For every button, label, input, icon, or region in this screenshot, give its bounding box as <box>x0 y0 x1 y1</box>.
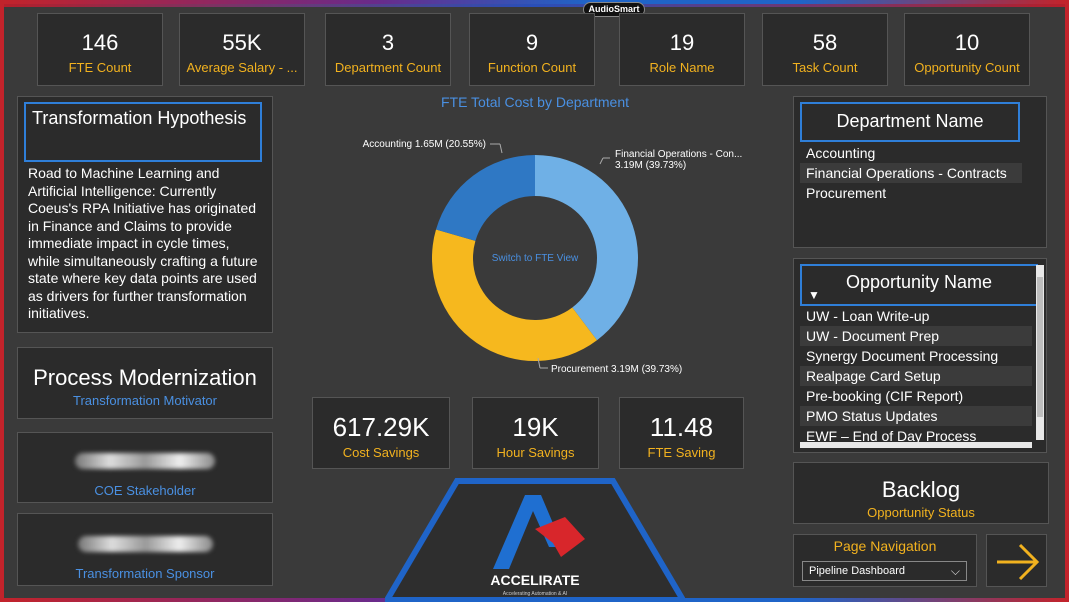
opportunity-slicer-title-text: Opportunity Name <box>845 272 993 292</box>
logo-text: ACCELIRATE <box>490 572 579 588</box>
kpi-label: Department Count <box>334 60 442 75</box>
donut-slice-accounting[interactable] <box>436 155 535 241</box>
department-slicer-title: Department Name <box>800 102 1020 142</box>
backlog-title: Backlog <box>881 477 961 502</box>
sponsor-label: Transformation Sponsor <box>75 566 215 581</box>
sponsor-name-redacted <box>77 536 213 552</box>
modernization-card: Process Modernization Transformation Mot… <box>17 347 273 419</box>
stat-label: Hour Savings <box>496 445 575 460</box>
stakeholder-label: COE Stakeholder <box>94 483 196 498</box>
stat-label: FTE Saving <box>647 445 716 460</box>
stakeholder-card: COE Stakeholder <box>17 432 273 503</box>
arrow-right-icon <box>997 543 1040 581</box>
sponsor-card: Transformation Sponsor <box>17 513 273 586</box>
department-slicer: Department Name Accounting Financial Ope… <box>793 96 1047 248</box>
stat-value: 11.48 <box>649 412 714 442</box>
stat-label: Cost Savings <box>342 445 420 460</box>
kpi-role-name[interactable]: 19 Role Name <box>619 13 745 86</box>
logo-trapezoid-frame <box>385 478 685 602</box>
kpi-department-count[interactable]: 3 Department Count <box>325 13 451 86</box>
opportunity-item[interactable]: PMO Status Updates <box>800 406 1032 426</box>
chart-title: FTE Total Cost by Department <box>440 94 630 110</box>
hypothesis-title: Transformation Hypothesis <box>24 102 262 162</box>
kpi-label: Function Count <box>487 60 577 75</box>
stat-value: 617.29K <box>332 412 430 442</box>
opportunity-item[interactable]: Pre-booking (CIF Report) <box>806 388 964 404</box>
slice-label-procurement: Procurement 3.19M (39.73%) <box>551 364 682 375</box>
hypothesis-card: Transformation Hypothesis Road to Machin… <box>17 96 273 333</box>
kpi-value: 3 <box>381 30 395 55</box>
kpi-value: 9 <box>525 30 539 55</box>
page-navigation-select[interactable]: Pipeline Dashboard ⌵ <box>802 561 967 581</box>
opportunity-slicer-title: Opportunity Name ▼ <box>800 264 1038 306</box>
backlog-subtitle: Opportunity Status <box>867 505 975 520</box>
opportunity-item[interactable]: EWF – End of Day Process <box>806 428 977 444</box>
department-item-procurement[interactable]: Procurement <box>806 185 887 201</box>
backlog-card[interactable]: Backlog Opportunity Status <box>793 462 1049 524</box>
stakeholder-name-redacted <box>75 453 215 469</box>
opportunity-item[interactable]: Synergy Document Processing <box>806 348 999 364</box>
cost-savings-card[interactable]: 617.29K Cost Savings <box>312 397 450 469</box>
kpi-label: Opportunity Count <box>914 60 1020 75</box>
leader-line-accounting-drop <box>499 143 503 154</box>
logo-panel: ACCELIRATE Accelerating Automation & AI <box>385 478 685 602</box>
kpi-value: 19 <box>669 30 695 55</box>
kpi-label: FTE Count <box>68 60 132 75</box>
caret-down-icon[interactable]: ▼ <box>808 288 820 302</box>
kpi-fte-count[interactable]: 146 FTE Count <box>37 13 163 86</box>
slice-label-accounting: Accounting 1.65M (20.55%) <box>363 139 486 150</box>
kpi-function-count[interactable]: 9 Function Count <box>469 13 595 86</box>
opportunity-item[interactable]: UW - Loan Write-up <box>806 308 930 324</box>
slice-label-financial-operations: Financial Operations - Con... <box>615 149 742 160</box>
kpi-label: Task Count <box>792 60 858 75</box>
donut-slice-procurement[interactable] <box>432 229 597 361</box>
kpi-value: 146 <box>81 30 119 55</box>
donut-slice-financial-operations-con[interactable] <box>535 155 638 341</box>
kpi-value: 58 <box>812 30 838 55</box>
chevron-down-icon: ⌵ <box>950 564 960 578</box>
department-item-accounting[interactable]: Accounting <box>806 145 876 161</box>
kpi-value: 55K <box>222 30 262 55</box>
opportunity-vertical-scrollbar[interactable] <box>1036 265 1044 440</box>
department-item-financial-operations[interactable]: Financial Operations - Contracts <box>800 163 1022 183</box>
page-navigation-selected: Pipeline Dashboard <box>809 565 906 577</box>
logo-tagline: Accelerating Automation & AI <box>503 591 567 597</box>
page-navigation-title: Page Navigation <box>833 538 937 554</box>
kpi-opportunity-count[interactable]: 10 Opportunity Count <box>904 13 1030 86</box>
opportunity-slicer: Opportunity Name ▼ UW - Loan Write-up UW… <box>793 258 1047 453</box>
kpi-task-count[interactable]: 58 Task Count <box>762 13 888 86</box>
hour-savings-card[interactable]: 19K Hour Savings <box>472 397 599 469</box>
next-page-button[interactable] <box>986 534 1047 587</box>
fte-cost-donut-chart[interactable]: Switch to FTE View Accounting 1.65M (20.… <box>310 120 770 380</box>
opportunity-item[interactable]: UW - Document Prep <box>800 326 1032 346</box>
opportunity-list: UW - Loan Write-up UW - Document Prep Sy… <box>800 306 1032 446</box>
modernization-subtitle: Transformation Motivator <box>72 393 217 408</box>
leader-line-procurement <box>537 357 541 369</box>
department-list: Accounting Financial Operations - Contra… <box>800 143 1022 203</box>
chart-center-label[interactable]: Switch to FTE View <box>492 253 579 264</box>
kpi-label: Role Name <box>649 60 715 75</box>
opportunity-horizontal-scrollbar[interactable] <box>800 442 1032 448</box>
opportunity-item[interactable]: Realpage Card Setup <box>800 366 1032 386</box>
slice-value-financial-operations: 3.19M (39.73%) <box>615 160 686 171</box>
stat-value: 19K <box>512 412 559 442</box>
hypothesis-text: Road to Machine Learning and Artificial … <box>28 165 258 321</box>
kpi-label: Average Salary - ... <box>186 60 298 75</box>
kpi-value: 10 <box>954 30 980 55</box>
modernization-title: Process Modernization <box>33 365 257 390</box>
accelirate-logo-icon <box>493 495 585 569</box>
kpi-average-salary[interactable]: 55K Average Salary - ... <box>179 13 305 86</box>
scrollbar-thumb[interactable] <box>1037 277 1043 417</box>
page-navigation-card: Page Navigation Pipeline Dashboard ⌵ <box>793 534 977 587</box>
leader-line-financial-operations-drop <box>599 157 604 165</box>
fte-saving-card[interactable]: 11.48 FTE Saving <box>619 397 744 469</box>
